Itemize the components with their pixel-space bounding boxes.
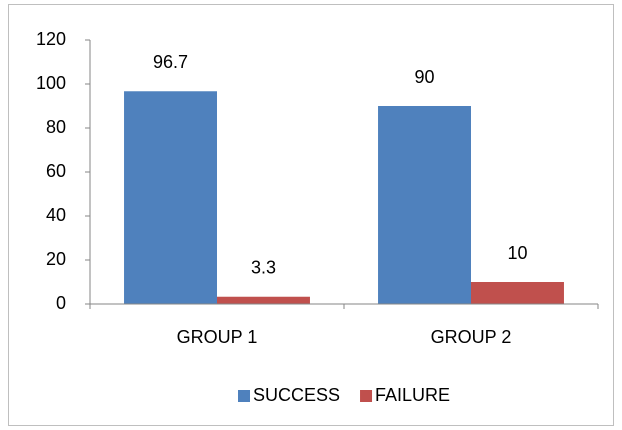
legend-swatch [238,390,250,402]
bar [471,282,564,304]
x-tick-label: GROUP 2 [431,327,512,347]
legend-label: SUCCESS [253,385,340,405]
y-tick-label: 20 [46,249,66,269]
bar [217,296,310,304]
y-tick-label: 100 [36,73,66,93]
data-label: 10 [507,243,527,263]
y-tick-label: 80 [46,117,66,137]
x-tick-label: GROUP 1 [177,327,258,347]
data-label: 3.3 [251,257,276,277]
y-tick-label: 40 [46,205,66,225]
y-tick-label: 60 [46,161,66,181]
data-label: 90 [415,67,435,87]
chart-border [8,4,614,426]
bar [124,91,217,304]
y-tick-label: 120 [36,29,66,49]
y-tick-label: 0 [56,293,66,313]
bar [378,106,471,304]
legend-swatch [360,390,373,402]
legend-label: FAILURE [375,385,450,405]
data-label: 96.7 [153,52,188,72]
